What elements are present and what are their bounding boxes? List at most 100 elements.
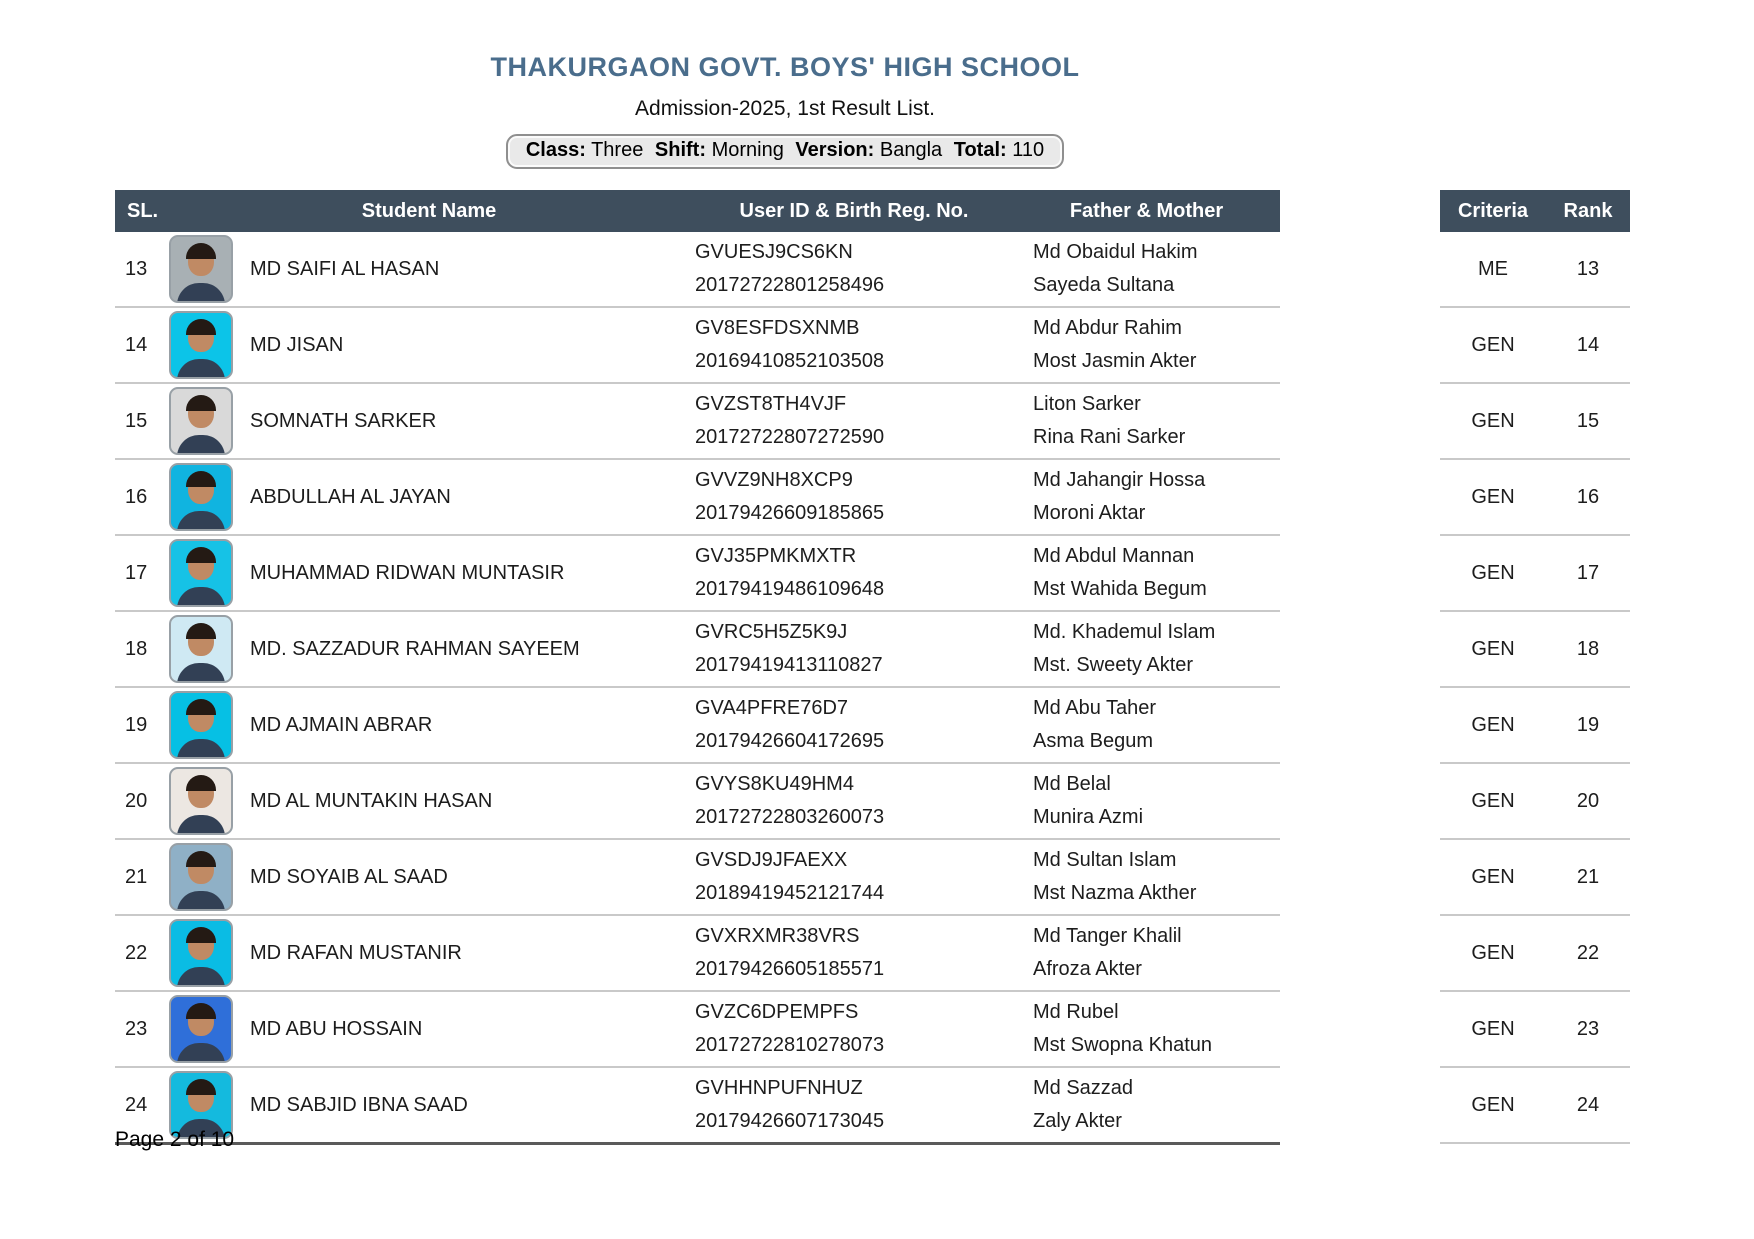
table-row: 15 SOMNATH SARKER GVZST8TH4VJF 201727228… [115,384,1280,460]
criteria-value: GEN [1471,485,1515,508]
birth-reg-no: 20189419452121744 [695,882,885,904]
user-id: GVXRXMR38VRS [695,925,860,947]
table-row: 22 MD RAFAN MUSTANIR GVXRXMR38VRS 201794… [115,916,1280,992]
criteria-rank-row: GEN 17 [1440,536,1630,612]
criteria-value: GEN [1471,409,1515,432]
column-header-criteria: Criteria [1457,200,1529,222]
father-name: Md Sazzad [1033,1077,1134,1099]
sl-number: 24 [125,1093,148,1116]
mother-name: Sayeda Sultana [1033,274,1175,296]
criteria-value: ME [1478,257,1508,280]
mother-name: Munira Azmi [1033,806,1144,828]
user-id: GVVZ9NH8XCP9 [695,469,853,491]
sl-number: 16 [125,485,148,508]
user-id: GV8ESFDSXNMB [695,317,860,339]
rank-value: 23 [1576,1017,1600,1040]
total-value: 110 [1012,139,1045,161]
criteria-value: GEN [1471,637,1515,660]
student-photo [169,311,233,379]
student-photo [169,463,233,531]
student-name: MD SOYAIB AL SAAD [250,865,448,888]
criteria-rank-row: GEN 15 [1440,384,1630,460]
table-row: 20 MD AL MUNTAKIN HASAN GVYS8KU49HM4 201… [115,764,1280,840]
user-id: GVZST8TH4VJF [695,393,847,415]
column-header-parents: Father & Mother [1069,200,1224,222]
criteria-rank-table: Criteria Rank ME 13 GEN 14 GEN 15 GEN 16… [1440,190,1630,1144]
rank-value: 19 [1576,713,1600,736]
shift-value: Morning [711,139,784,161]
sl-number: 13 [125,257,148,280]
criteria-rank-row: GEN 18 [1440,612,1630,688]
version-label: Version: [795,139,875,161]
student-photo [169,387,233,455]
table-row: 18 MD. SAZZADUR RAHMAN SAYEEM GVRC5H5Z5K… [115,612,1280,688]
student-name: ABDULLAH AL JAYAN [250,485,451,508]
table-row: 13 MD SAIFI AL HASAN GVUESJ9CS6KN 201727… [115,232,1280,308]
shift-label: Shift: [654,139,706,161]
father-name: Liton Sarker [1033,393,1141,415]
rank-value: 20 [1576,789,1600,812]
criteria-rank-row: GEN 19 [1440,688,1630,764]
father-name: Md Tanger Khalil [1033,925,1182,947]
criteria-value: GEN [1471,561,1515,584]
criteria-rank-row: GEN 22 [1440,916,1630,992]
table-row: 21 MD SOYAIB AL SAAD GVSDJ9JFAEXX 201894… [115,840,1280,916]
table-row: 16 ABDULLAH AL JAYAN GVVZ9NH8XCP9 201794… [115,460,1280,536]
page-number-text: Page 2 of 10 [115,1128,235,1151]
student-name: MD AL MUNTAKIN HASAN [250,789,493,812]
student-photo [169,767,233,835]
table-row: 14 MD JISAN GV8ESFDSXNMB 201694108521035… [115,308,1280,384]
rank-value: 21 [1576,865,1600,888]
student-name: MD SAIFI AL HASAN [250,257,440,280]
mother-name: Afroza Akter [1033,958,1142,980]
mother-name: Mst Wahida Begum [1033,578,1207,600]
user-id: GVZC6DPEMPFS [695,1001,859,1023]
student-name: MD RAFAN MUSTANIR [250,941,462,964]
birth-reg-no: 20172722810278073 [695,1034,885,1056]
user-id: GVYS8KU49HM4 [695,773,854,795]
table-row: 19 MD AJMAIN ABRAR GVA4PFRE76D7 20179426… [115,688,1280,764]
table-row: 24 MD SABJID IBNA SAAD GVHHNPUFNHUZ 2017… [115,1068,1280,1145]
rank-value: 17 [1576,561,1600,584]
criteria-rank-row: GEN 16 [1440,460,1630,536]
sl-number: 23 [125,1017,148,1040]
criteria-value: GEN [1471,713,1515,736]
rank-value: 16 [1576,485,1600,508]
sl-number: 18 [125,637,148,660]
student-photo [169,615,233,683]
user-id: GVJ35PMKMXTR [695,545,857,567]
mother-name: Mst Nazma Akther [1033,882,1197,904]
class-info-box: Class: Three Shift: Morning Version: Ban… [505,134,1065,169]
user-id: GVRC5H5Z5K9J [695,621,848,643]
rank-value: 14 [1576,333,1600,356]
father-name: Md Belal [1033,773,1111,795]
total-label: Total: [953,139,1007,161]
column-header-student-name: Student Name [361,200,497,222]
birth-reg-no: 20179426607173045 [695,1110,885,1132]
birth-reg-no: 20172722803260073 [695,806,885,828]
birth-reg-no: 20172722801258496 [695,274,885,296]
student-photo [169,919,233,987]
user-id: GVA4PFRE76D7 [695,697,849,719]
birth-reg-no: 20179426605185571 [695,958,885,980]
birth-reg-no: 20179419486109648 [695,578,885,600]
column-header-rank: Rank [1563,200,1613,222]
student-name: MUHAMMAD RIDWAN MUNTASIR [250,561,565,584]
students-table-header: SL. Student Name User ID & Birth Reg. No… [115,190,1280,232]
father-name: Md Jahangir Hossa [1033,469,1206,491]
class-value: Three [591,139,644,161]
student-photo [169,235,233,303]
sl-number: 22 [125,941,148,964]
student-photo [169,1071,233,1139]
birth-reg-no: 20169410852103508 [695,350,885,372]
column-header-user-id: User ID & Birth Reg. No. [739,200,969,222]
criteria-value: GEN [1471,941,1515,964]
criteria-rank-row: ME 13 [1440,232,1630,308]
table-row: 17 MUHAMMAD RIDWAN MUNTASIR GVJ35PMKMXTR… [115,536,1280,612]
birth-reg-no: 20179426604172695 [695,730,885,752]
rank-value: 24 [1576,1093,1600,1116]
criteria-value: GEN [1471,789,1515,812]
sl-number: 21 [125,865,148,888]
criteria-value: GEN [1471,865,1515,888]
student-photo [169,995,233,1063]
